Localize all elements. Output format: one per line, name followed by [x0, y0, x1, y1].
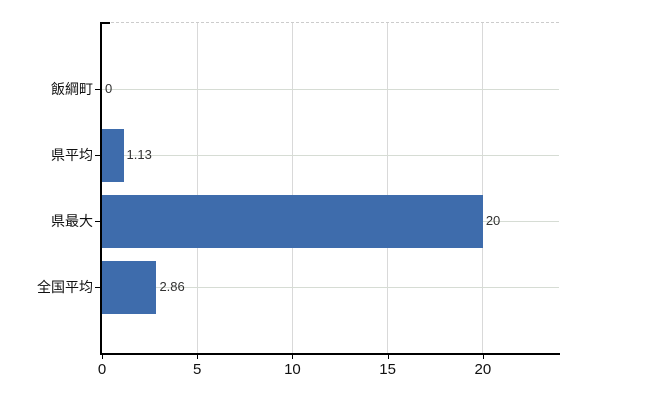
x-tick	[482, 355, 484, 359]
x-tick-label: 0	[97, 361, 107, 378]
y-tick	[95, 287, 101, 288]
vertical-gridline	[291, 23, 293, 353]
y-tick	[95, 155, 101, 156]
bar	[102, 260, 157, 314]
category-label: 県最大	[51, 213, 93, 229]
bar	[102, 194, 483, 248]
x-tick	[102, 355, 103, 359]
category-label: 飯綱町	[51, 81, 93, 97]
horizontal-gridline	[102, 287, 559, 288]
plot-top-border	[101, 22, 559, 23]
bar-value-label: 2.86	[159, 279, 185, 294]
x-axis-line	[100, 353, 560, 355]
x-tick	[197, 355, 199, 359]
horizontal-gridline	[102, 89, 559, 90]
category-label: 全国平均	[37, 279, 93, 295]
x-tick-label: 20	[474, 361, 492, 378]
vertical-gridline	[387, 23, 389, 353]
vertical-gridline	[482, 23, 484, 353]
x-tick-label: 5	[193, 361, 202, 378]
bar-value-label: 20	[485, 213, 501, 228]
category-label: 県平均	[51, 147, 93, 163]
y-tick	[95, 221, 101, 222]
bar-value-label: 1.13	[126, 147, 152, 162]
vertical-gridline	[196, 23, 198, 353]
x-tick	[292, 355, 294, 359]
y-tick	[95, 89, 101, 90]
bar	[102, 128, 124, 182]
bar-value-label: 0	[105, 81, 113, 96]
axis-corner-cap	[100, 22, 110, 24]
x-tick-label: 15	[379, 361, 396, 378]
y-axis-line	[100, 22, 102, 355]
x-tick-label: 10	[284, 361, 301, 378]
horizontal-gridline	[102, 155, 559, 156]
x-tick	[387, 355, 389, 359]
